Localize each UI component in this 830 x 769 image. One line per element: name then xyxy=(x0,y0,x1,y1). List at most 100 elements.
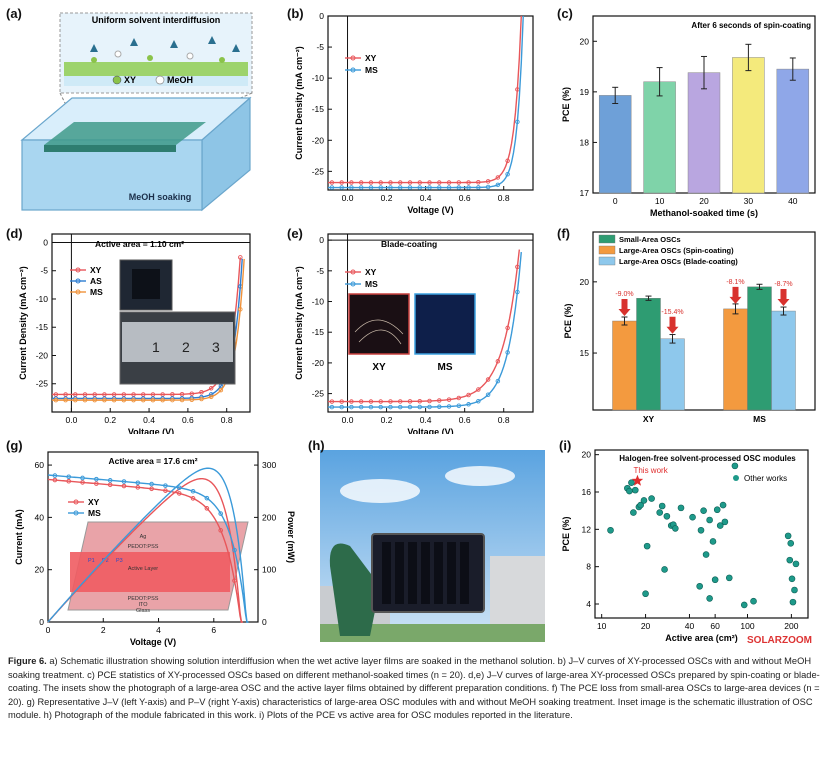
x-tick-label: 0.8 xyxy=(498,193,510,203)
data-point-ms xyxy=(232,547,237,553)
x-tick-label: 6 xyxy=(211,625,216,635)
y-tick-label: 0 xyxy=(43,237,48,247)
data-point-xy xyxy=(388,399,393,404)
panel-label-b: (b) xyxy=(287,6,304,21)
data-point-ms xyxy=(199,396,204,402)
chart-annotation: Halogen-free solvent-processed OSC modul… xyxy=(619,454,796,463)
data-point-other-work xyxy=(628,479,635,486)
data-point-xy xyxy=(163,488,168,493)
panel-a-title: Uniform solvent interdiffusion xyxy=(92,15,221,25)
bar-xy-2 xyxy=(660,338,685,411)
gloved-hand xyxy=(329,543,380,636)
pce-loss-chart-f: 15 20 PCE (%) XY -9.0% -15.4% MS -8.1% -8.7% Smal… xyxy=(563,231,816,424)
panel-label-i: (i) xyxy=(559,438,572,453)
data-point-xy xyxy=(407,180,413,185)
y-axis-label: PCE (%) xyxy=(561,516,571,551)
panel-d: (d) 0.0 0.2 0.4 0.6 0.8 -25 -20 -15 -10 -5 0 Voltag… xyxy=(0,222,283,437)
data-point-other-work xyxy=(700,507,707,514)
data-point-xy xyxy=(368,180,374,185)
data-point-ms xyxy=(135,480,141,486)
data-point-ms xyxy=(505,350,510,355)
data-point-xy xyxy=(190,496,196,501)
data-point-ms xyxy=(149,481,154,487)
x-tick-label: 0.6 xyxy=(459,193,471,203)
data-point-ms xyxy=(121,479,127,484)
legend-swatch xyxy=(598,245,616,255)
legend-marker-as xyxy=(75,278,81,284)
wet-film-layer xyxy=(64,62,248,76)
legend-swatch xyxy=(598,234,616,244)
y-tick-label: -10 xyxy=(312,73,325,83)
data-point-xy xyxy=(149,486,154,492)
panel-a: (a) Uniform solvent interdiffusion XY Me… xyxy=(0,0,270,215)
data-point-xy xyxy=(204,506,210,511)
bar-ms-2 xyxy=(771,310,796,411)
data-point-ms xyxy=(170,397,175,403)
y-tick-label: 40 xyxy=(35,512,45,522)
data-point-other-work xyxy=(711,576,719,584)
x-tick-label: 10 xyxy=(655,196,665,206)
figure-caption: Figure 6. a) Schematic illustration show… xyxy=(8,655,823,723)
data-point-other-work xyxy=(626,487,633,495)
x-tick-label: 0.0 xyxy=(65,415,77,425)
data-point-xy xyxy=(485,179,491,184)
data-point-xy xyxy=(232,578,237,583)
data-point-other-work xyxy=(706,595,713,602)
drop-label: -8.1% xyxy=(726,279,744,286)
y-tick-label: 60 xyxy=(35,460,45,470)
data-point-ms xyxy=(397,404,403,410)
data-point-ms xyxy=(515,119,520,125)
y-axis-label: PCE (%) xyxy=(561,87,571,122)
y-axis-label: Current Density (mA cm⁻²) xyxy=(294,46,304,159)
data-point-xy xyxy=(437,180,442,185)
legend-swatch xyxy=(598,256,616,266)
film-label-ms: MS xyxy=(438,362,453,373)
y-tick-label: -25 xyxy=(312,166,325,176)
data-point-ms xyxy=(466,185,471,190)
legend-marker-ms xyxy=(75,289,81,295)
jv-curve-ms xyxy=(52,258,245,401)
pv-curve-ms xyxy=(47,467,249,623)
data-point-ms xyxy=(52,473,58,478)
data-point-xy xyxy=(466,392,471,398)
data-point-xy xyxy=(515,264,520,270)
inset-layer-label: Active Layer xyxy=(128,566,158,572)
watermark: SOLARZOOM xyxy=(747,635,812,646)
legend-label-ms: MS xyxy=(90,287,103,297)
molecule-dots xyxy=(91,50,225,63)
data-point-ms xyxy=(150,397,156,403)
data-point-xy xyxy=(218,528,223,533)
data-point-xy xyxy=(349,399,354,404)
solution-interdiffusion-schematic: Uniform solvent interdiffusion XY MeOH M… xyxy=(20,12,253,212)
data-point-other-work xyxy=(719,501,727,509)
data-point-xy xyxy=(339,399,344,404)
data-point-xy xyxy=(339,180,344,185)
data-point-ms xyxy=(208,394,214,400)
panel-b: (b) 0.0 0.2 0.4 0.6 0.8 -25 -20 -15 -10 -5 0 Voltag… xyxy=(283,0,545,220)
ruler-body xyxy=(122,322,233,362)
legend-label-xy: XY xyxy=(90,265,102,275)
data-point-other-work xyxy=(696,582,703,590)
data-point-other-work xyxy=(672,525,679,532)
legend-label-xy: XY xyxy=(365,53,377,63)
data-point-xy xyxy=(199,390,204,395)
x-tick-label: 20 xyxy=(699,196,709,206)
panel-label-g: (g) xyxy=(6,438,23,453)
x-tick-label: 0 xyxy=(613,196,618,206)
y-tick-label: 18 xyxy=(580,137,590,147)
legend-marker-xy xyxy=(350,269,356,275)
device-active-area xyxy=(132,269,160,299)
data-point-ms xyxy=(427,404,432,410)
panel-label-h: (h) xyxy=(308,438,325,453)
drop-arrow xyxy=(618,299,631,316)
legend-marker-xy xyxy=(350,55,356,61)
x-tick-label: 0.4 xyxy=(420,193,432,203)
y-axis-label: PCE (%) xyxy=(563,303,573,338)
meoh-legend-marker xyxy=(155,75,165,85)
caption-text: a) Schematic illustration showing soluti… xyxy=(8,656,820,721)
y-tick-label: -10 xyxy=(36,294,49,304)
data-point-ms xyxy=(329,404,335,410)
x-tick-label: MS xyxy=(753,414,766,424)
data-point-xy xyxy=(329,180,335,185)
drop-label: -8.7% xyxy=(774,281,792,288)
